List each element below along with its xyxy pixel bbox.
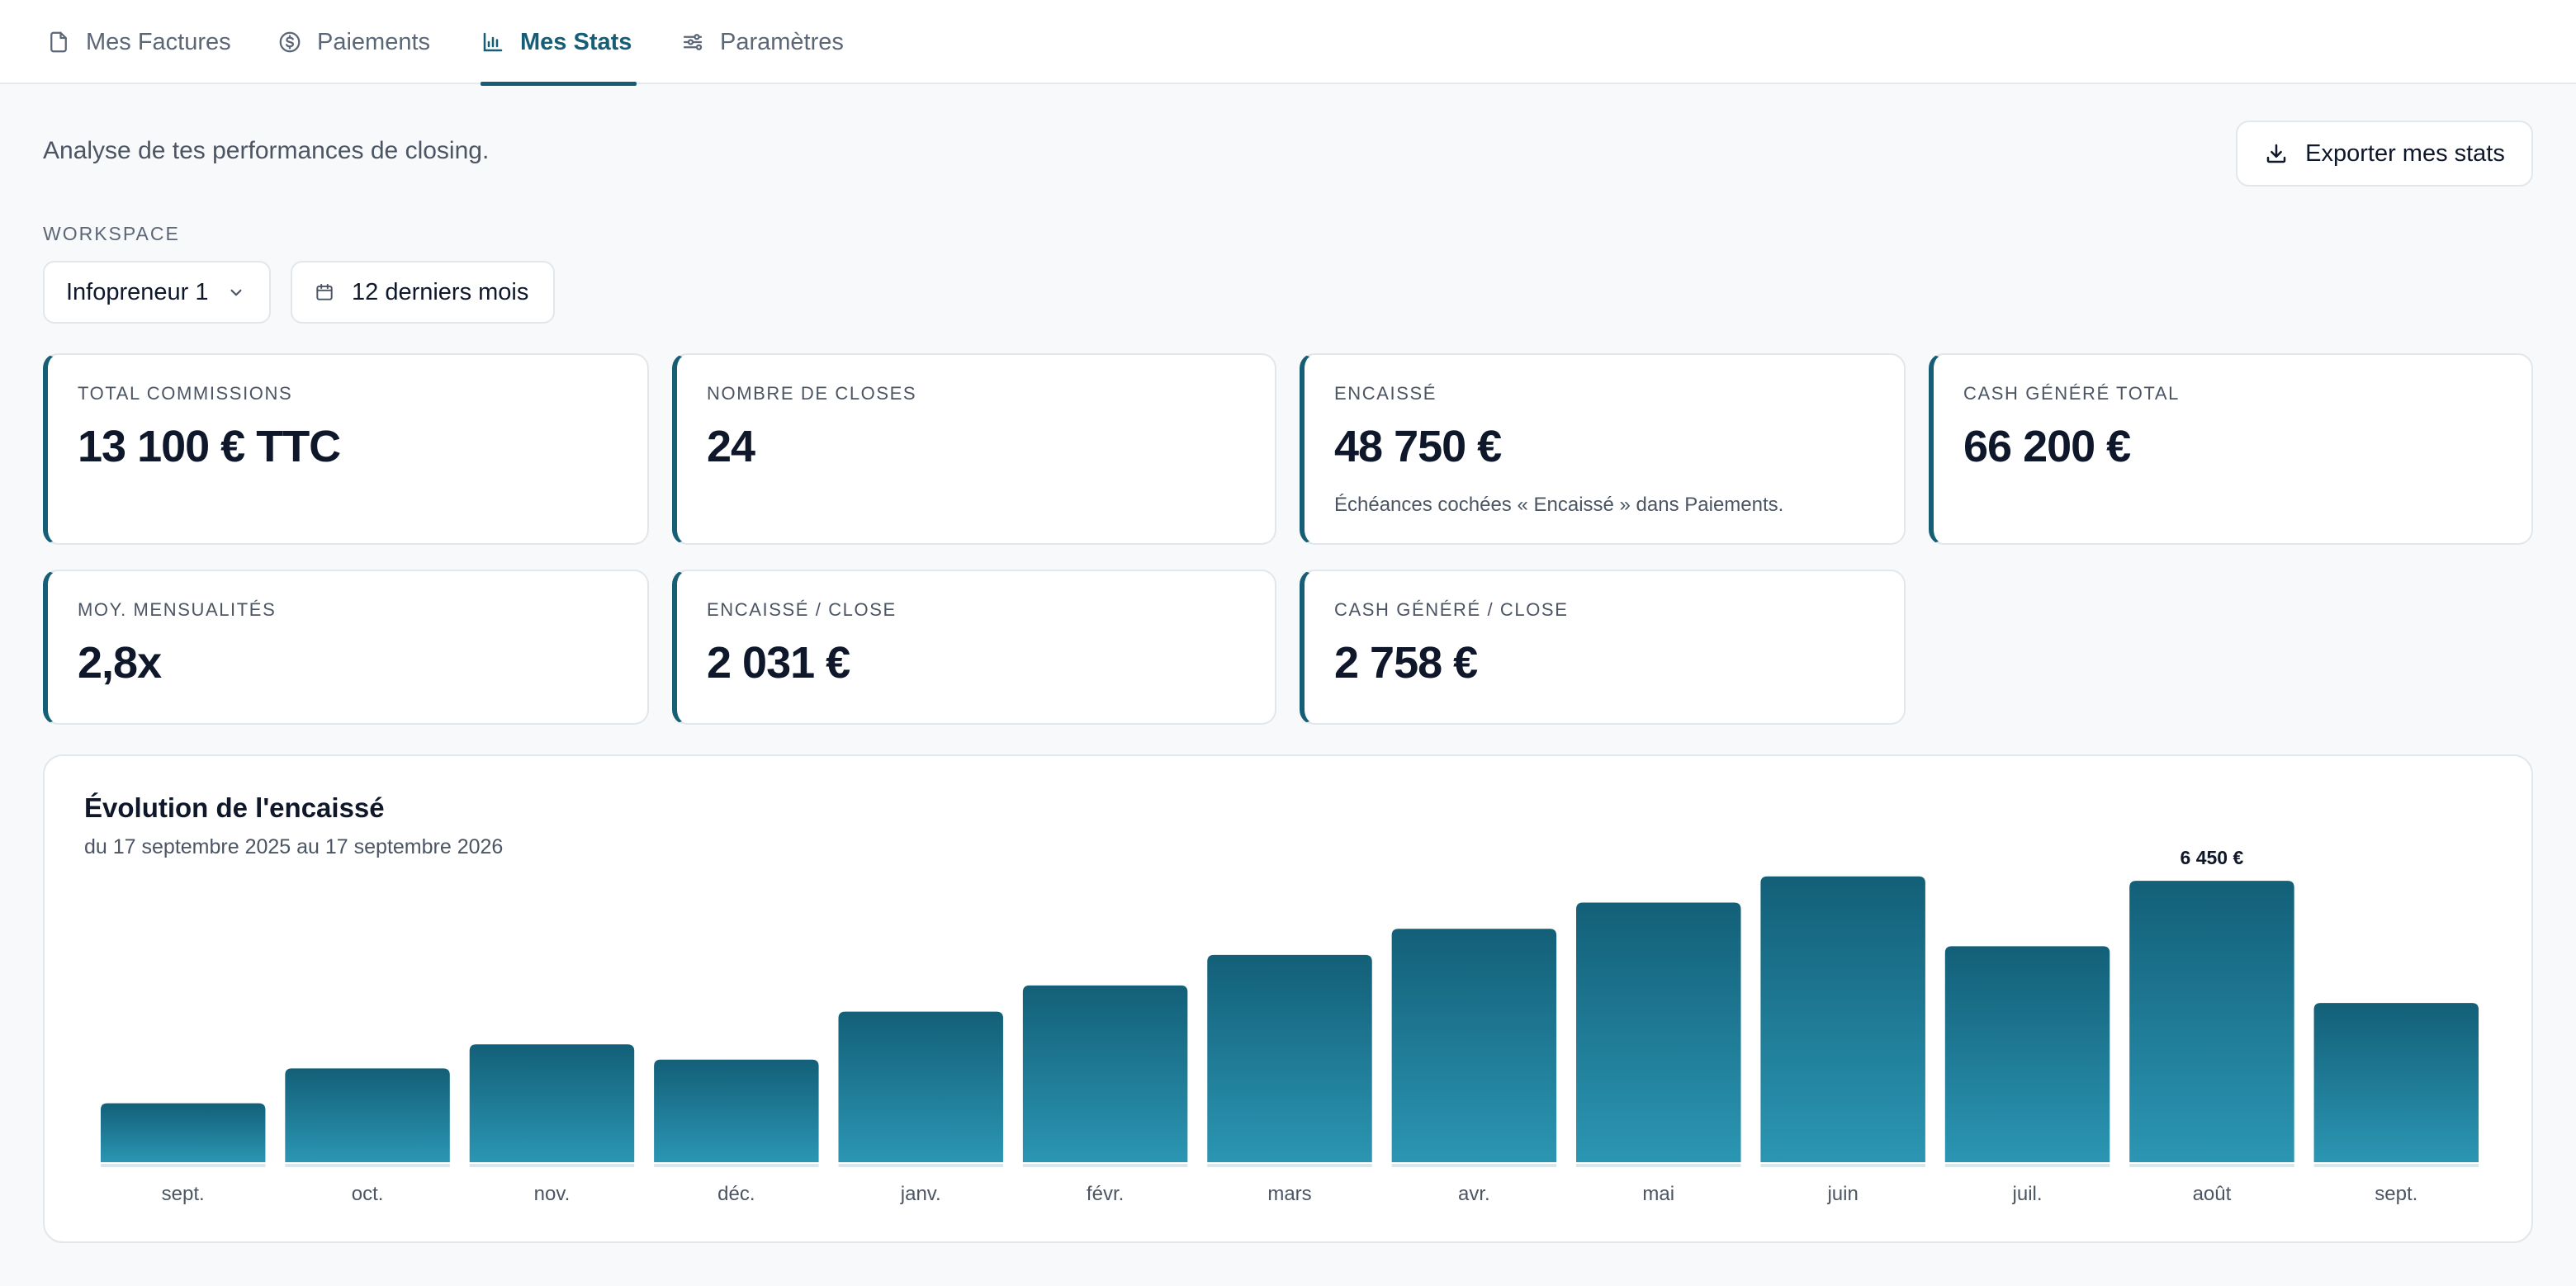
kpi-card-total-commissions: TOTAL COMMISSIONS 13 100 € TTC [43, 353, 649, 545]
top-tab-bar: Mes Factures Paiements Mes Stats Paramèt… [0, 0, 2576, 86]
chart-bar[interactable] [1391, 929, 1557, 1162]
kpi-label: ENCAISSÉ [1334, 383, 1437, 404]
chart-x-tick-label: mars [1267, 1183, 1311, 1205]
period-value: 12 derniers mois [352, 278, 529, 305]
chart-bar-baseline [1760, 1164, 1925, 1167]
chart-title: Évolution de l'encaissé [84, 792, 385, 823]
chart-bar-baseline [285, 1164, 450, 1167]
kpi-card-cash-genere-total: CASH GÉNÉRÉ TOTAL 66 200 € [1929, 353, 2533, 545]
chart-subtitle: du 17 septembre 2025 au 17 septembre 202… [84, 835, 504, 858]
chart-bar[interactable] [100, 1103, 266, 1162]
chart-x-tick-label: août [2193, 1183, 2232, 1205]
chart-bar[interactable] [1022, 985, 1188, 1162]
kpi-label: MOY. MENSUALITÉS [78, 599, 277, 620]
tab-mes-stats[interactable]: Mes Stats [481, 0, 637, 86]
chart-bar[interactable] [285, 1068, 450, 1162]
kpi-card-moy-mensualites: MOY. MENSUALITÉS 2,8x [43, 570, 649, 725]
workspace-label: WORKSPACE [43, 223, 180, 244]
chart-bar-baseline [1944, 1164, 2110, 1167]
chart-bar[interactable] [2129, 881, 2294, 1162]
encaisse-chart-card: Évolution de l'encaissé du 17 septembre … [43, 754, 2533, 1243]
dollar-circle-icon [279, 31, 301, 53]
chart-bar[interactable] [654, 1059, 819, 1162]
download-icon [2266, 144, 2286, 163]
chart-bar-baseline [1022, 1164, 1188, 1167]
export-stats-button[interactable]: Exporter mes stats [2236, 121, 2533, 187]
chart-bar[interactable] [469, 1044, 635, 1162]
kpi-label: ENCAISSÉ / CLOSE [707, 599, 897, 620]
chart-bar[interactable] [1760, 876, 1925, 1162]
chart-x-tick-label: sept. [2375, 1183, 2417, 1205]
kpi-card-encaisse-par-close: ENCAISSÉ / CLOSE 2 031 € [672, 570, 1276, 725]
bar-chart-icon [483, 32, 503, 52]
period-select[interactable]: 12 derniers mois [291, 261, 555, 324]
chart-x-tick-label: janv. [900, 1183, 941, 1205]
chart-x-tick-label: sept. [162, 1183, 205, 1205]
chart-x-tick-label: févr. [1087, 1183, 1124, 1205]
workspace-value: Infopreneur 1 [66, 278, 209, 305]
file-icon [50, 31, 67, 53]
kpi-value: 13 100 € TTC [78, 422, 341, 471]
export-button-label: Exporter mes stats [2305, 139, 2505, 167]
calendar-icon [316, 283, 333, 300]
chart-x-tick-label: mai [1642, 1183, 1674, 1205]
kpi-note: Échéances cochées « Encaissé » dans Paie… [1334, 494, 1784, 516]
tab-label: Paiements [317, 28, 431, 55]
chart-x-tick-label: déc. [717, 1183, 755, 1205]
kpi-value: 24 [707, 422, 755, 471]
chart-bar[interactable] [1207, 954, 1372, 1162]
chart-x-tick-label: juin [1826, 1183, 1858, 1205]
kpi-value: 2 758 € [1334, 638, 1478, 688]
chart-bar-baseline [654, 1164, 819, 1167]
kpi-label: TOTAL COMMISSIONS [78, 383, 293, 404]
kpi-label: CASH GÉNÉRÉ TOTAL [1963, 383, 2180, 404]
kpi-value: 2,8x [78, 638, 162, 688]
tab-label: Paramètres [720, 28, 844, 55]
tab-mes-factures[interactable]: Mes Factures [46, 0, 231, 84]
tab-parametres[interactable]: Paramètres [680, 0, 844, 84]
kpi-value: 66 200 € [1963, 422, 2131, 471]
kpi-label: CASH GÉNÉRÉ / CLOSE [1334, 599, 1569, 620]
chart-bar[interactable] [1576, 902, 1741, 1163]
chart-bar[interactable] [838, 1011, 1003, 1162]
tab-label: Mes Factures [86, 28, 231, 55]
encaisse-bar-chart: sept. oct. nov. déc. janv. févr. mars avr. mai ju… [100, 847, 2479, 1205]
chart-bar-baseline [838, 1164, 1003, 1167]
chevron-down-icon [230, 289, 242, 296]
workspace-select[interactable]: Infopreneur 1 [43, 261, 271, 324]
chart-x-tick-label: juil. [2012, 1183, 2043, 1205]
chart-x-tick-label: oct. [352, 1183, 384, 1205]
chart-bar[interactable] [2313, 1003, 2479, 1162]
chart-bar-baseline [469, 1164, 635, 1167]
chart-bar[interactable] [1944, 946, 2110, 1162]
chart-x-tick-label: nov. [534, 1183, 571, 1205]
kpi-value: 2 031 € [707, 638, 850, 688]
chart-bar-baseline [2129, 1164, 2294, 1167]
kpi-label: NOMBRE DE CLOSES [707, 383, 917, 404]
chart-bar-baseline [2313, 1164, 2479, 1167]
tab-paiements[interactable]: Paiements [277, 0, 430, 84]
chart-bar-baseline [1391, 1164, 1557, 1167]
kpi-card-encaisse: ENCAISSÉ 48 750 € Échéances cochées « En… [1300, 353, 1906, 545]
chart-bar-baseline [1207, 1164, 1372, 1167]
kpi-value: 48 750 € [1334, 422, 1502, 471]
kpi-card-nombre-closes: NOMBRE DE CLOSES 24 [672, 353, 1276, 545]
chart-bar-baseline [100, 1164, 266, 1167]
tab-label: Mes Stats [520, 28, 632, 55]
sliders-icon [683, 34, 703, 50]
chart-data-label: 6 450 € [2181, 847, 2244, 868]
page-subtitle: Analyse de tes performances de closing. [43, 137, 490, 164]
chart-bar-baseline [1576, 1164, 1741, 1167]
chart-x-tick-label: avr. [1458, 1183, 1490, 1205]
kpi-card-cash-genere-par-close: CASH GÉNÉRÉ / CLOSE 2 758 € [1300, 570, 1906, 725]
